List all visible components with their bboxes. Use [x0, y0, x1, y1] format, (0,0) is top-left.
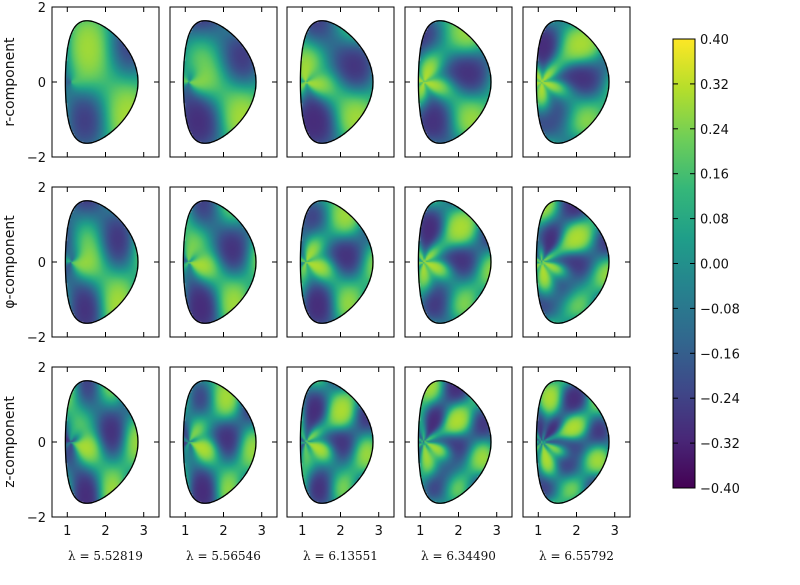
x-tick-label: 3 [140, 524, 148, 539]
eigenvalue-label-3: λ = 6.34490 [421, 549, 496, 563]
mode-heatmap [523, 7, 630, 157]
plasma-boundary [417, 20, 492, 144]
panel-r0-c2 [286, 6, 395, 158]
plasma-boundary [417, 200, 492, 324]
x-tick-label: 3 [258, 524, 266, 539]
x-tick-label: 3 [493, 524, 501, 539]
plasma-boundary [535, 380, 610, 504]
plasma-boundary [182, 380, 257, 504]
plasma-boundary [299, 380, 374, 504]
mode-heatmap [287, 7, 394, 157]
panel-r0-c3 [404, 6, 513, 158]
x-tick-label: 3 [375, 524, 383, 539]
mode-heatmap [405, 367, 512, 517]
y-tick-label: −2 [27, 151, 46, 166]
colorbar-tick-label: 0.08 [700, 213, 729, 228]
x-tick-label: 2 [336, 524, 344, 539]
panel-r2-c0: −2 0 2 1 2 3 [27, 361, 160, 539]
x-tick-label: 3 [611, 524, 619, 539]
mode-heatmap [405, 7, 512, 157]
panel-r0-c4 [522, 6, 631, 158]
y-tick-label: 2 [38, 1, 46, 16]
mode-heatmap [523, 367, 630, 517]
panel-r2-c1: 1 2 3 [169, 366, 278, 539]
eigenvalue-label-1: λ = 5.56546 [186, 549, 261, 563]
eigenvalue-label-0: λ = 5.52819 [68, 549, 143, 563]
mode-heatmap [170, 367, 277, 517]
mode-heatmap [52, 7, 159, 157]
colorbar-tick-label: −0.16 [700, 347, 740, 362]
plasma-boundary [535, 200, 610, 324]
colorbar-tick-label: 0.16 [700, 168, 729, 183]
colorbar-tick-label: 0.24 [700, 123, 729, 138]
x-tick-label: 2 [101, 524, 109, 539]
colorbar-tick-label: 0.32 [700, 78, 729, 93]
plasma-boundary [182, 200, 257, 324]
mode-heatmap [170, 187, 277, 337]
panel-r2-c4: 1 2 3 [522, 366, 631, 539]
panel-r0-c1 [169, 6, 278, 158]
x-tick-label: 1 [181, 524, 189, 539]
eigenvalue-label-4: λ = 6.55792 [539, 549, 614, 563]
colorbar-tick-label: −0.32 [700, 437, 740, 452]
y-tick-label: 2 [38, 181, 46, 196]
panel-r2-c3: 1 2 3 [404, 366, 513, 539]
panel-r1-c1 [169, 186, 278, 338]
eigenvalue-label-2: λ = 6.13551 [303, 549, 378, 563]
row-label-1: φ-component [2, 215, 18, 309]
mode-heatmap [523, 187, 630, 337]
colorbar-tick-label: 0.40 [700, 33, 729, 48]
plasma-boundary [64, 380, 139, 504]
panel-r1-c3 [404, 186, 513, 338]
plasma-boundary [182, 20, 257, 144]
mode-heatmap [405, 187, 512, 337]
panel-r1-c4 [522, 186, 631, 338]
mode-heatmap [287, 367, 394, 517]
colorbar-tick-label: 0.00 [700, 258, 729, 273]
y-tick-label: −2 [27, 331, 46, 346]
row-label-2: z-component [2, 396, 18, 488]
colorbar-tick-label: −0.08 [700, 302, 740, 317]
mode-heatmap [287, 187, 394, 337]
row-label-0: r-component [2, 37, 18, 127]
panel-r1-c0: −2 0 2 [27, 181, 160, 346]
plasma-boundary [417, 380, 492, 504]
y-tick-label: 0 [38, 76, 46, 91]
mode-heatmap [170, 7, 277, 157]
plasma-boundary [299, 200, 374, 324]
colorbar-tick-label: −0.24 [700, 392, 740, 407]
y-tick-label: 2 [38, 361, 46, 376]
panel-r0-c0: −2 0 2 [27, 1, 160, 166]
x-tick-label: 2 [572, 524, 580, 539]
x-tick-label: 1 [63, 524, 71, 539]
plasma-boundary [64, 200, 139, 324]
x-tick-label: 2 [454, 524, 462, 539]
x-tick-label: 1 [534, 524, 542, 539]
panel-r2-c2: 1 2 3 [286, 366, 395, 539]
plasma-boundary [64, 20, 139, 144]
x-tick-label: 1 [298, 524, 306, 539]
y-tick-label: 0 [38, 256, 46, 271]
mode-heatmap [52, 367, 159, 517]
plasma-boundary [535, 20, 610, 144]
x-tick-label: 1 [416, 524, 424, 539]
panel-r1-c2 [286, 186, 395, 338]
mode-heatmap [52, 187, 159, 337]
x-tick-label: 2 [219, 524, 227, 539]
colorbar-tick-label: −0.40 [700, 482, 740, 497]
y-tick-label: 0 [38, 436, 46, 451]
plasma-boundary [299, 20, 374, 144]
y-tick-label: −2 [27, 511, 46, 526]
